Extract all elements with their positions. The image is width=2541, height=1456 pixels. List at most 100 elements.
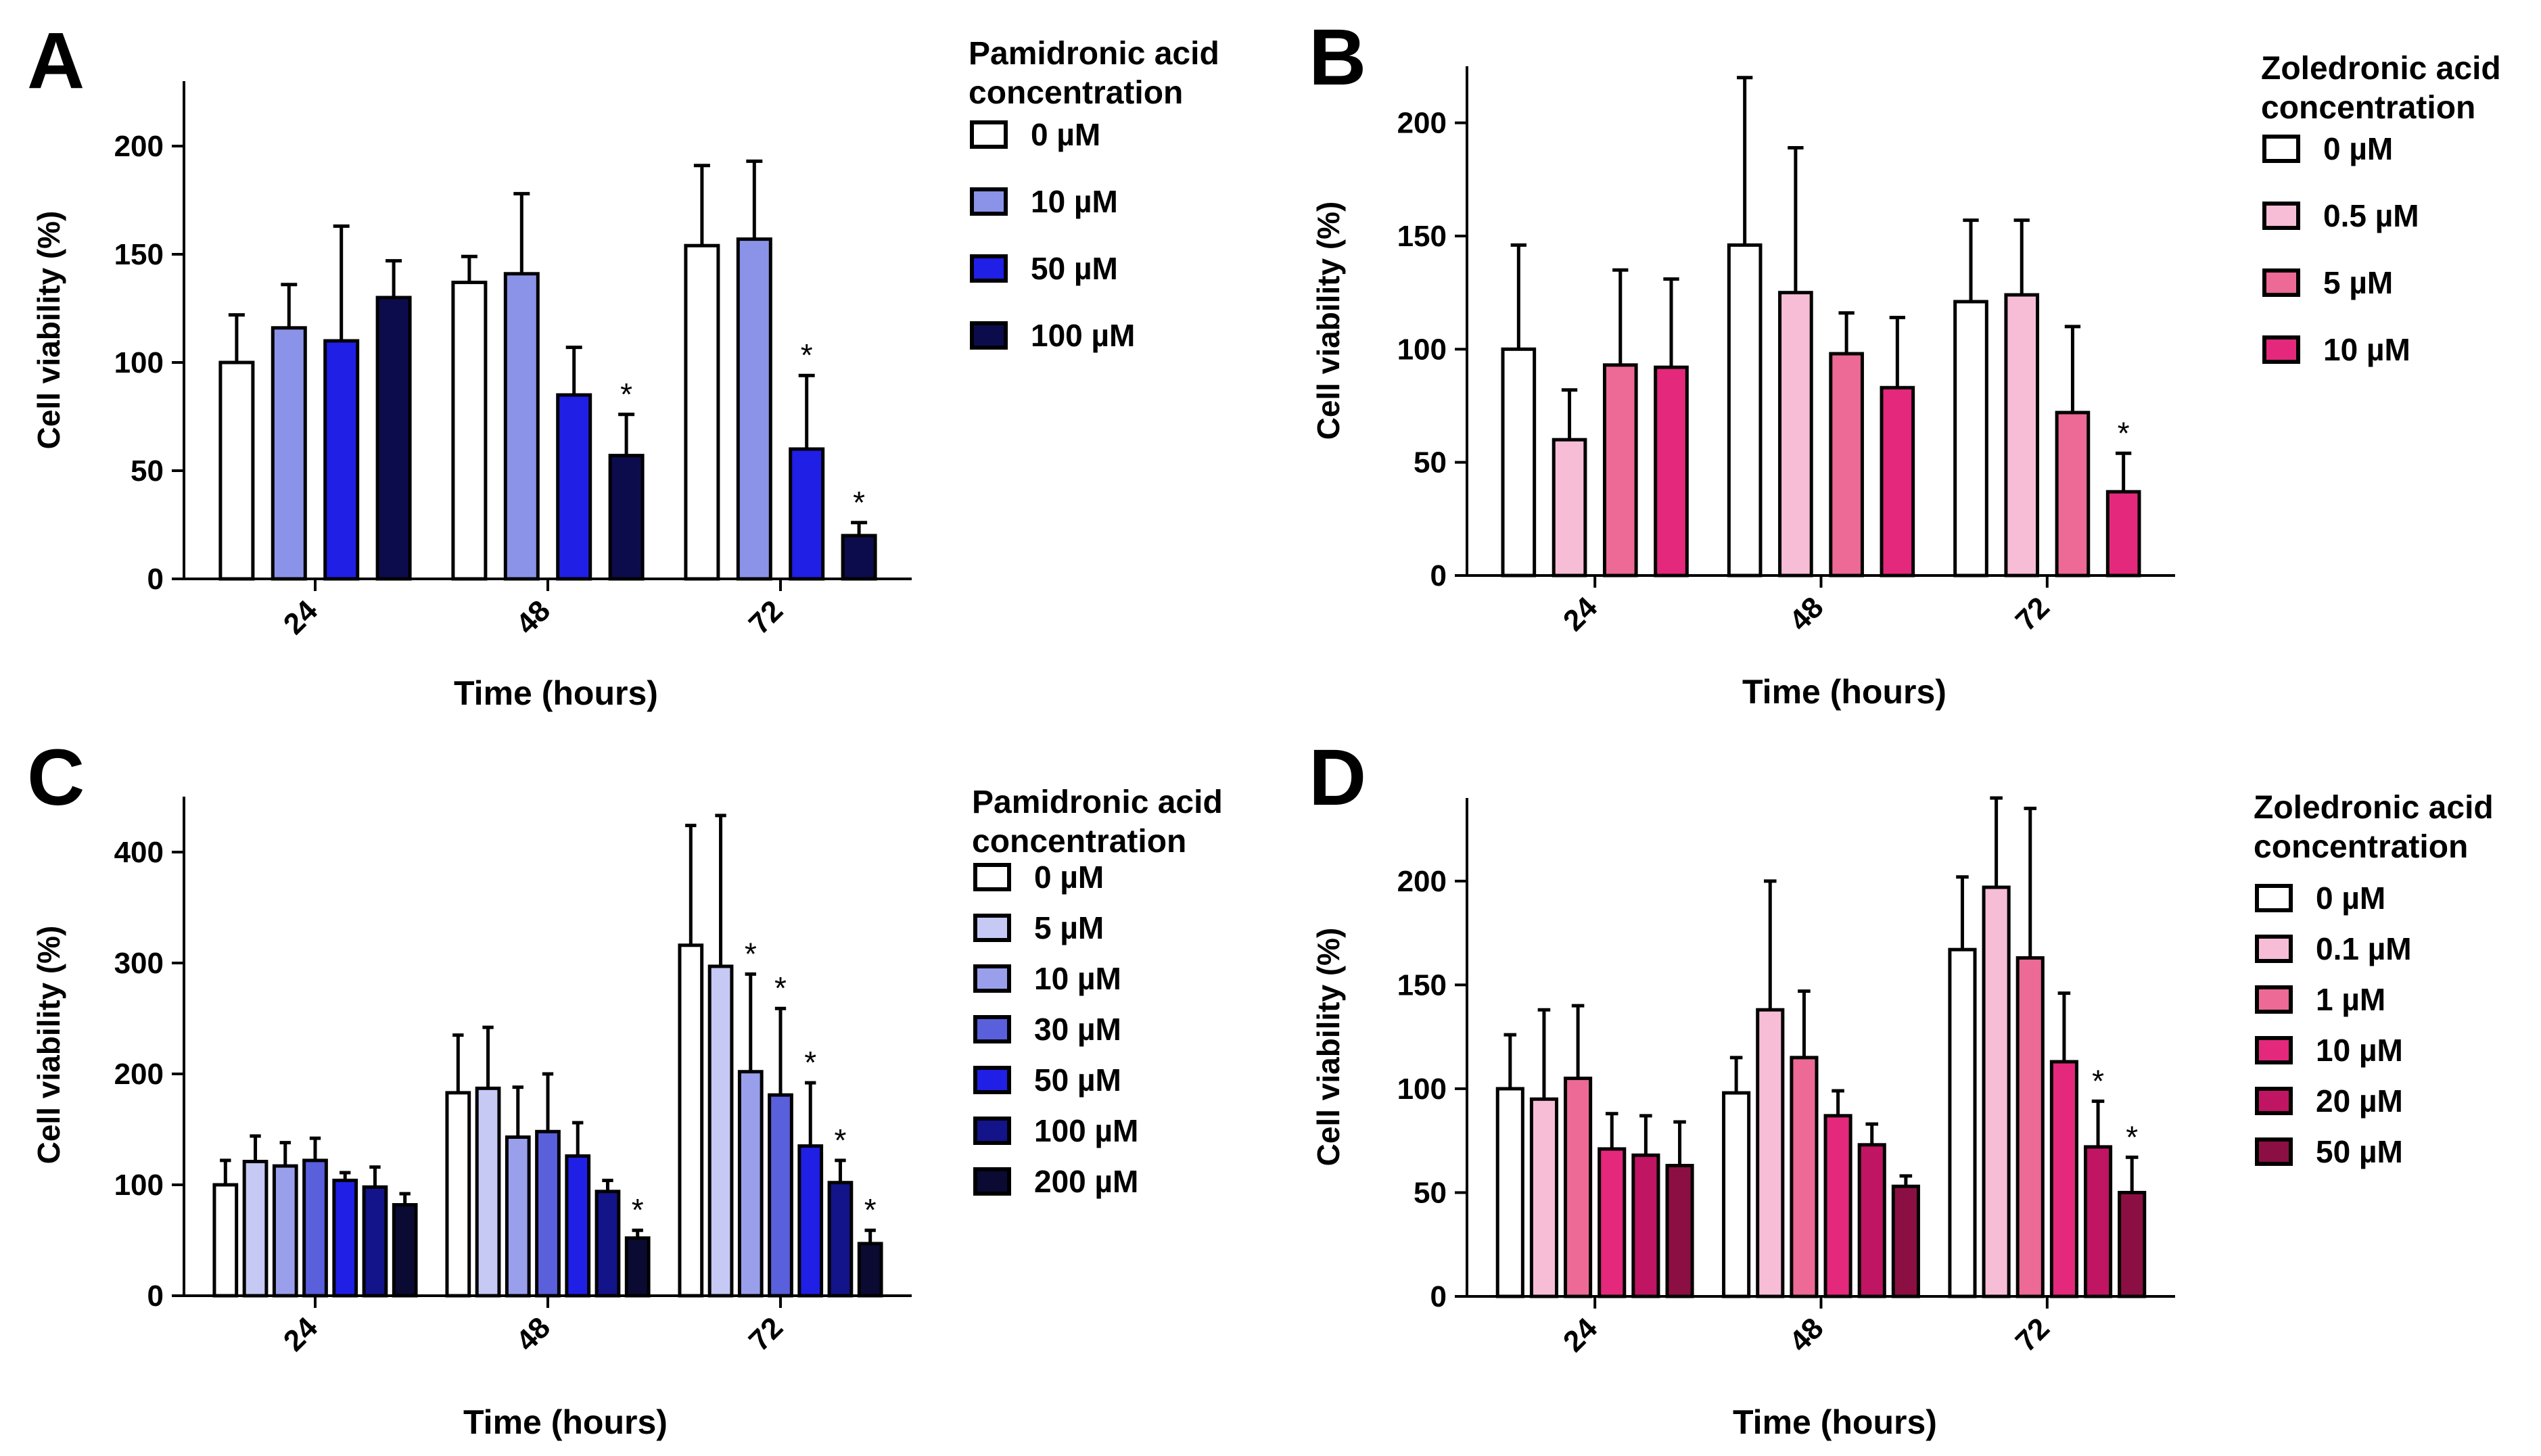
y-tick-label: 150 <box>114 238 164 271</box>
panel-d: D 0 50 100 150 200 Cell viability (%) Time (hou… <box>1309 733 2494 1441</box>
bar <box>1552 438 1587 578</box>
bar <box>2118 1190 2147 1298</box>
legend-swatch <box>973 964 1011 993</box>
bar <box>797 1144 824 1298</box>
panel-letter: C <box>27 733 85 822</box>
legend-swatch <box>973 914 1011 942</box>
legend-label: 0.5 µM <box>2323 198 2419 233</box>
bar <box>1654 365 1689 578</box>
bar <box>1857 1143 1886 1298</box>
legend-label: 0.1 µM <box>2316 931 2412 966</box>
legend-swatch <box>973 1066 1011 1094</box>
y-tick-label: 150 <box>1397 220 1447 253</box>
legend-swatch <box>2255 985 2293 1014</box>
legend-label: 50 µM <box>2316 1134 2403 1169</box>
legend-swatch <box>2262 268 2300 297</box>
legend-label: 10 µM <box>2323 332 2410 367</box>
legend-swatch <box>973 1117 1011 1145</box>
x-axis-label: Time (hours) <box>1733 1403 1937 1441</box>
bar <box>1602 363 1638 578</box>
bar <box>2055 410 2091 578</box>
legend-label: 20 µM <box>2316 1083 2403 1119</box>
significance-marker: * <box>804 1045 816 1080</box>
bar <box>565 1154 591 1298</box>
y-tick-label: 400 <box>114 836 164 869</box>
bar <box>242 1160 269 1298</box>
legend-label: 50 µM <box>1031 251 1118 286</box>
bar <box>737 1070 764 1298</box>
y-tick-label: 0 <box>1430 559 1447 592</box>
bar <box>2105 490 2141 578</box>
legend-swatch <box>970 254 1008 283</box>
bar <box>271 326 307 581</box>
bar <box>1598 1147 1627 1298</box>
legend-swatch <box>970 187 1008 216</box>
panel-a: A 0 50 100 150 200 Cell viability (%) Time (hou… <box>27 16 1219 712</box>
legend-label: 0 µM <box>2323 131 2393 166</box>
legend-label: 0 µM <box>1034 860 1104 895</box>
bar <box>332 1178 358 1298</box>
y-axis-label: Cell viability (%) <box>1311 928 1346 1167</box>
legend-swatch <box>973 863 1011 891</box>
legend-swatch <box>2255 1036 2293 1064</box>
x-axis-label: Time (hours) <box>454 674 658 712</box>
legend-swatch <box>2262 135 2300 163</box>
bar <box>362 1185 388 1298</box>
significance-marker: * <box>835 1123 847 1158</box>
bar <box>736 237 772 581</box>
bar <box>595 1190 621 1298</box>
bar <box>323 339 360 581</box>
significance-marker: * <box>853 485 865 520</box>
y-tick-label: 50 <box>1414 446 1447 479</box>
legend-label: 0 µM <box>1031 117 1100 152</box>
y-tick-label: 150 <box>1397 968 1447 1002</box>
legend-label: 5 µM <box>2323 265 2393 300</box>
bar <box>2015 956 2045 1298</box>
bar <box>1631 1153 1660 1298</box>
legend-label: 10 µM <box>1031 184 1118 219</box>
legend-label: 10 µM <box>1034 961 1121 996</box>
bar <box>707 964 734 1298</box>
y-tick-label: 50 <box>131 454 164 488</box>
legend-title: concentration <box>2261 90 2475 126</box>
y-tick-label: 200 <box>1397 107 1447 140</box>
bar <box>624 1236 651 1298</box>
legend-swatch <box>973 1015 1011 1043</box>
legend-title: concentration <box>972 824 1186 860</box>
bar <box>302 1158 328 1298</box>
bar <box>212 1183 239 1298</box>
y-axis-label: Cell viability (%) <box>31 926 66 1165</box>
bar <box>1891 1184 1920 1298</box>
bar <box>535 1129 561 1298</box>
legend-swatch <box>2255 935 2293 963</box>
significance-marker: * <box>2118 415 2130 450</box>
bar <box>2004 293 2040 578</box>
significance-marker: * <box>864 1192 877 1227</box>
legend-title: Pamidronic acid <box>972 784 1223 820</box>
bar <box>1529 1097 1558 1298</box>
bar <box>768 1093 793 1298</box>
legend-label: 1 µM <box>2316 982 2385 1017</box>
bar <box>1501 347 1537 578</box>
bar <box>2049 1060 2078 1298</box>
bar <box>218 360 255 581</box>
bar <box>1829 352 1864 578</box>
bar <box>272 1164 298 1298</box>
legend-swatch <box>970 321 1008 350</box>
bar <box>1495 1087 1524 1298</box>
bar <box>827 1181 854 1298</box>
legend-label: 200 µM <box>1034 1164 1138 1199</box>
bar <box>1948 947 1977 1298</box>
bar <box>1778 291 1813 578</box>
y-tick-label: 200 <box>114 130 164 163</box>
legend-swatch <box>970 120 1008 149</box>
y-tick-label: 100 <box>114 346 164 379</box>
bar <box>451 281 488 581</box>
y-tick-label: 50 <box>1414 1176 1447 1209</box>
bar <box>1953 300 1988 578</box>
legend-label: 0 µM <box>2316 880 2385 916</box>
